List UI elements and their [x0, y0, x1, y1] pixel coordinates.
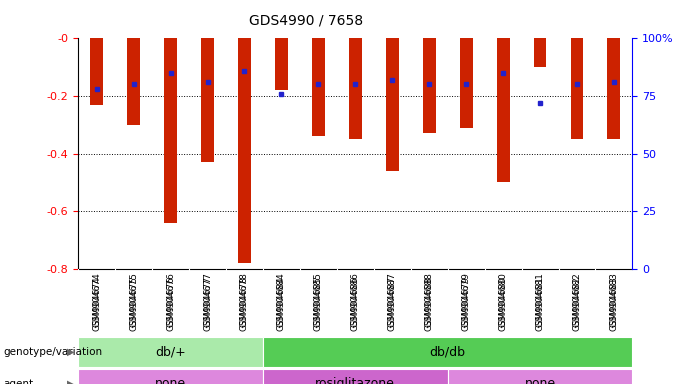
Text: GSM904677: GSM904677: [203, 272, 212, 327]
Text: GDS4990 / 7658: GDS4990 / 7658: [249, 13, 363, 27]
Bar: [275, 38, 288, 90]
Bar: [534, 38, 547, 67]
Text: GSM904682: GSM904682: [573, 272, 581, 327]
Text: GSM904674: GSM904674: [92, 272, 101, 327]
Bar: [349, 38, 362, 139]
Bar: [78, 337, 263, 367]
Text: genotype/variation: genotype/variation: [3, 347, 103, 357]
Bar: [164, 38, 177, 223]
Text: GSM904680: GSM904680: [498, 272, 507, 327]
Text: GSM904678: GSM904678: [240, 272, 249, 327]
Text: GSM904685: GSM904685: [314, 272, 323, 327]
Text: GSM904675: GSM904675: [129, 272, 138, 327]
Text: GSM904688: GSM904688: [425, 272, 434, 327]
Text: GSM904687: GSM904687: [388, 272, 396, 327]
Text: rosiglitazone: rosiglitazone: [316, 377, 395, 384]
Bar: [312, 38, 325, 136]
Bar: [460, 38, 473, 128]
Text: ▶: ▶: [67, 347, 75, 357]
Text: GSM904676: GSM904676: [166, 272, 175, 327]
Text: GSM904683: GSM904683: [609, 272, 618, 327]
Bar: [263, 337, 632, 367]
Bar: [386, 38, 398, 171]
Bar: [607, 38, 620, 139]
Bar: [127, 38, 140, 125]
Text: GSM904679: GSM904679: [462, 272, 471, 327]
Bar: [571, 38, 583, 139]
Bar: [78, 369, 263, 384]
Text: none: none: [155, 377, 186, 384]
Bar: [201, 38, 214, 162]
Bar: [496, 38, 509, 182]
Text: db/+: db/+: [155, 346, 186, 358]
Text: ▶: ▶: [67, 379, 75, 384]
Text: GSM904686: GSM904686: [351, 272, 360, 327]
Text: agent: agent: [3, 379, 33, 384]
Bar: [238, 38, 251, 263]
Bar: [263, 369, 447, 384]
Bar: [90, 38, 103, 105]
Bar: [423, 38, 436, 134]
Text: none: none: [524, 377, 556, 384]
Text: GSM904684: GSM904684: [277, 272, 286, 327]
Bar: [447, 369, 632, 384]
Text: db/db: db/db: [430, 346, 466, 358]
Text: GSM904681: GSM904681: [536, 272, 545, 327]
